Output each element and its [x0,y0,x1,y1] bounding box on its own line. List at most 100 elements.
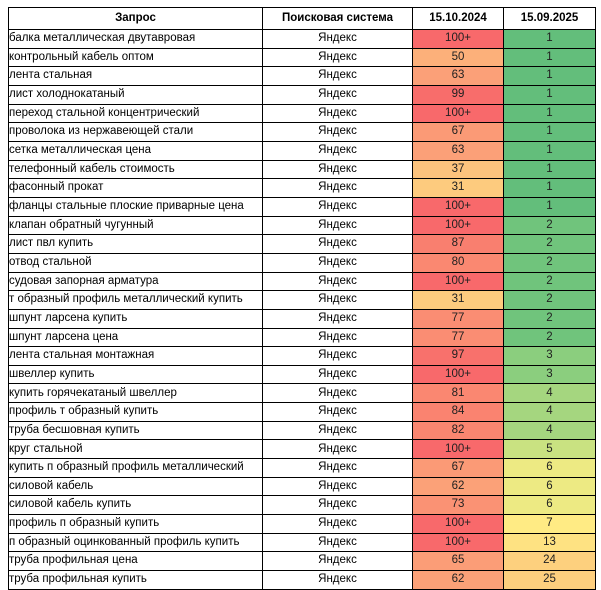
table-row: силовой кабель купить Яндекс 73 6 [8,495,596,516]
table-row: лента стальная монтажная Яндекс 97 3 [8,346,596,366]
query-cell: купить горячекатаный швеллер [8,383,263,404]
table-row: лист холоднокатаный Яндекс 99 1 [8,84,596,105]
position-2024-cell: 81 [412,383,504,404]
table-row: купить горячекатаный швеллер Яндекс 81 4 [8,383,596,404]
position-2025-cell: 1 [503,84,596,105]
position-2024-cell: 62 [412,476,504,497]
query-cell: профиль т образный купить [8,402,263,422]
position-2025-cell: 5 [503,439,596,460]
engine-cell: Яндекс [262,346,413,366]
position-2025-cell: 1 [503,140,596,161]
table-row: отвод стальной Яндекс 80 2 [8,252,596,273]
position-2024-cell: 99 [412,84,504,105]
engine-cell: Яндекс [262,439,413,460]
query-cell: лист пвл купить [8,234,263,254]
engine-cell: Яндекс [262,29,413,49]
position-2024-cell: 100+ [412,215,504,236]
engine-cell: Яндекс [262,196,413,217]
header-date-2025: 15.09.2025 [503,7,596,30]
position-2025-cell: 1 [503,178,596,198]
position-2024-cell: 31 [412,178,504,198]
position-2024-cell: 77 [412,327,504,348]
position-2025-cell: 1 [503,103,596,124]
query-cell: шпунт ларсена цена [8,327,263,348]
table-row: труба профильная цена Яндекс 65 24 [8,551,596,572]
engine-cell: Яндекс [262,290,413,310]
header-search-engine: Поисковая система [262,7,413,30]
table-row: балка металлическая двутавровая Яндекс 1… [8,29,596,49]
table-row: фланцы стальные плоские приварные цена Я… [8,196,596,217]
query-cell: фланцы стальные плоские приварные цена [8,196,263,217]
query-cell: силовой кабель купить [8,495,263,516]
engine-cell: Яндекс [262,252,413,273]
position-2024-cell: 65 [412,551,504,572]
position-2024-cell: 100+ [412,514,504,534]
query-cell: отвод стальной [8,252,263,273]
table-row: п образный оцинкованный профиль купить Я… [8,532,596,553]
query-cell: круг стальной [8,439,263,460]
position-2024-cell: 100+ [412,29,504,49]
position-2025-cell: 24 [503,551,596,572]
position-2024-cell: 97 [412,346,504,366]
query-cell: лист холоднокатаный [8,84,263,105]
position-2024-cell: 77 [412,308,504,329]
engine-cell: Яндекс [262,420,413,441]
position-2025-cell: 6 [503,458,596,478]
table-row: т образный профиль металлический купить … [8,290,596,310]
engine-cell: Яндекс [262,178,413,198]
position-2025-cell: 4 [503,420,596,441]
table-row: сетка металлическая цена Яндекс 63 1 [8,140,596,161]
engine-cell: Яндекс [262,122,413,142]
position-2025-cell: 2 [503,215,596,236]
position-2025-cell: 1 [503,47,596,68]
position-2024-cell: 80 [412,252,504,273]
engine-cell: Яндекс [262,47,413,68]
position-2025-cell: 7 [503,514,596,534]
engine-cell: Яндекс [262,84,413,105]
position-2025-cell: 1 [503,159,596,180]
table-row: лента стальная Яндекс 63 1 [8,66,596,86]
query-cell: силовой кабель [8,476,263,497]
query-cell: п образный оцинкованный профиль купить [8,532,263,553]
header-query: Запрос [8,7,263,30]
query-cell: проволока из нержавеющей стали [8,122,263,142]
position-2025-cell: 4 [503,402,596,422]
engine-cell: Яндекс [262,308,413,329]
position-2024-cell: 62 [412,570,504,590]
query-cell: контрольный кабель оптом [8,47,263,68]
engine-cell: Яндекс [262,495,413,516]
table-body: балка металлическая двутавровая Яндекс 1… [8,29,596,590]
engine-cell: Яндекс [262,66,413,86]
table-row: клапан обратный чугунный Яндекс 100+ 2 [8,215,596,236]
engine-cell: Яндекс [262,383,413,404]
table-row: круг стальной Яндекс 100+ 5 [8,439,596,460]
position-2024-cell: 100+ [412,439,504,460]
query-cell: купить п образный профиль металлический [8,458,263,478]
engine-cell: Яндекс [262,551,413,572]
position-2024-cell: 100+ [412,196,504,217]
query-cell: сетка металлическая цена [8,140,263,161]
table-row: проволока из нержавеющей стали Яндекс 67… [8,122,596,142]
table-row: шпунт ларсена купить Яндекс 77 2 [8,308,596,329]
position-2025-cell: 2 [503,327,596,348]
position-2024-cell: 63 [412,140,504,161]
position-2025-cell: 1 [503,66,596,86]
query-cell: переход стальной концентрический [8,103,263,124]
position-2024-cell: 100+ [412,271,504,292]
table-row: лист пвл купить Яндекс 87 2 [8,234,596,254]
header-date-2024: 15.10.2024 [412,7,504,30]
position-2025-cell: 2 [503,271,596,292]
engine-cell: Яндекс [262,159,413,180]
position-2024-cell: 37 [412,159,504,180]
query-cell: труба профильная купить [8,570,263,590]
table-row: труба бесшовная купить Яндекс 82 4 [8,420,596,441]
position-2024-cell: 73 [412,495,504,516]
query-cell: клапан обратный чугунный [8,215,263,236]
position-2024-cell: 67 [412,458,504,478]
position-2025-cell: 1 [503,196,596,217]
position-2024-cell: 87 [412,234,504,254]
position-2025-cell: 2 [503,252,596,273]
engine-cell: Яндекс [262,514,413,534]
position-2024-cell: 100+ [412,532,504,553]
engine-cell: Яндекс [262,234,413,254]
